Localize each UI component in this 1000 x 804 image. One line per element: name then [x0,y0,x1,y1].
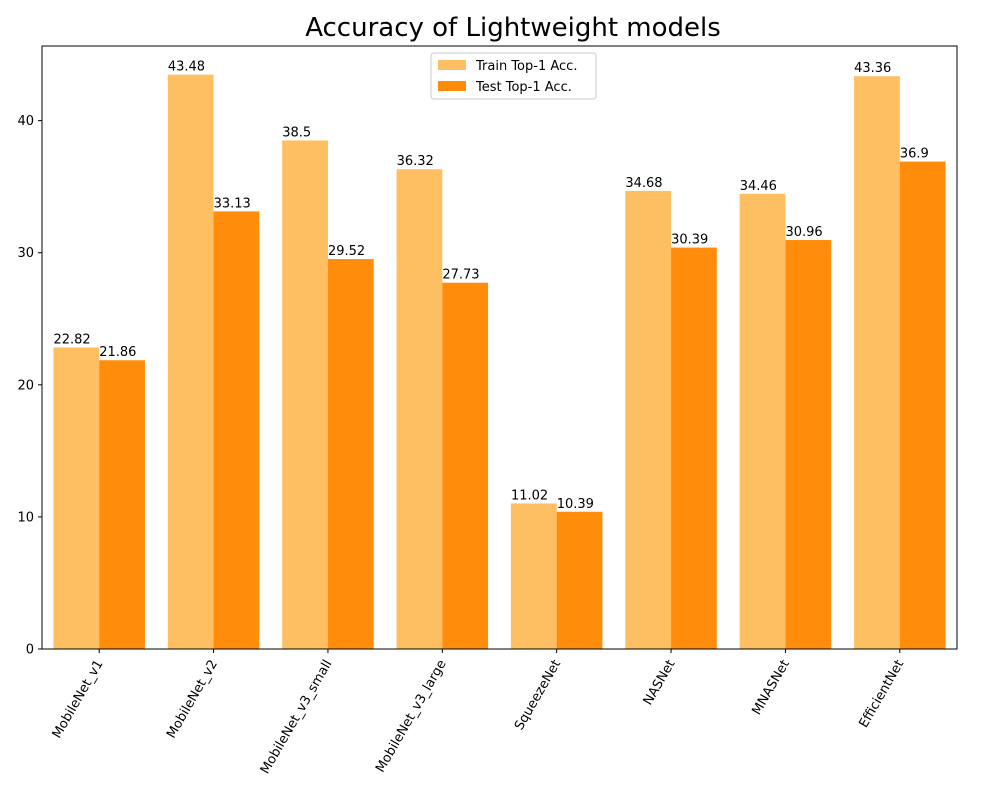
y-tick-label: 30 [17,246,34,261]
x-axis: MobileNet_v1 MobileNet_v2 MobileNet_v3_sma… [50,649,907,777]
bar-value-label: 21.86 [99,345,136,360]
chart-title: Accuracy of Lightweight models [305,13,721,43]
bar-train-mobilenet-v3-large [396,169,443,650]
bar-test-nasnet [671,247,717,650]
bar-value-label: 22.82 [53,333,90,348]
x-tick-label: EfficientNet [856,658,907,731]
bar-train-mobilenet-v2 [167,74,214,650]
bar-test-mobilenet-v1 [99,360,145,649]
x-tick-label: MNASNet [749,658,792,718]
bar-test-mnasnet [785,240,832,649]
legend: Train Top-1 Acc. Test Top-1 Acc. [430,52,597,100]
bar-train-mobilenet-v1 [53,347,100,649]
y-axis: 0 10 20 30 40 [17,114,42,658]
legend-label: Test Top-1 Acc. [475,80,572,95]
bar-test-efficientnet [899,161,946,649]
bar-value-label: 38.5 [282,125,311,140]
bar-train-mnasnet [739,193,786,649]
bar-value-label: 34.46 [740,179,777,194]
bar-train-efficientnet [854,76,900,649]
bar-train-squeezenet [510,503,557,649]
bar-value-label: 30.96 [785,225,822,240]
bar-value-label: 27.73 [442,268,479,283]
y-tick-label: 10 [17,510,34,525]
bar-value-label: 30.39 [671,233,708,248]
bar-train-mobilenet-v3-small [282,140,328,649]
legend-swatch [438,60,466,70]
y-tick-label: 40 [17,114,34,129]
plot-frame [41,45,958,650]
bar-value-label: 34.68 [625,176,662,191]
bar-test-mobilenet-v3-large [442,282,489,649]
bars-layer [53,74,946,650]
legend-box [430,52,597,100]
x-tick-label: MobileNet_v3_large [373,658,450,776]
x-tick-label: MobileNet_v2 [164,658,221,742]
bar-test-squeezenet [556,511,603,649]
bar-value-label: 11.02 [511,488,548,503]
y-tick-label: 0 [26,643,34,658]
bar-value-label: 43.36 [854,61,891,76]
x-tick-label: MobileNet_v3_small [258,658,336,777]
bar-test-mobilenet-v3-small [327,259,374,649]
x-tick-label: SqueezeNet [512,658,564,733]
legend-swatch [438,81,466,91]
bar-value-label: 36.32 [397,154,434,169]
x-tick-label: MobileNet_v1 [50,658,107,742]
bar-value-label: 36.9 [900,147,929,162]
legend-label: Train Top-1 Acc. [475,59,577,74]
y-tick-label: 20 [17,378,34,393]
value-labels-layer: 22.82 21.86 43.48 33.13 38.5 29.52 36.32 27.73 1… [53,60,928,512]
bar-test-mobilenet-v2 [213,211,260,649]
bar-value-label: 10.39 [557,497,594,512]
bar-value-label: 33.13 [214,196,251,211]
bar-train-nasnet [625,190,672,650]
bar-value-label: 29.52 [328,244,365,259]
bar-value-label: 43.48 [168,60,205,75]
x-tick-label: NASNet [641,658,679,709]
